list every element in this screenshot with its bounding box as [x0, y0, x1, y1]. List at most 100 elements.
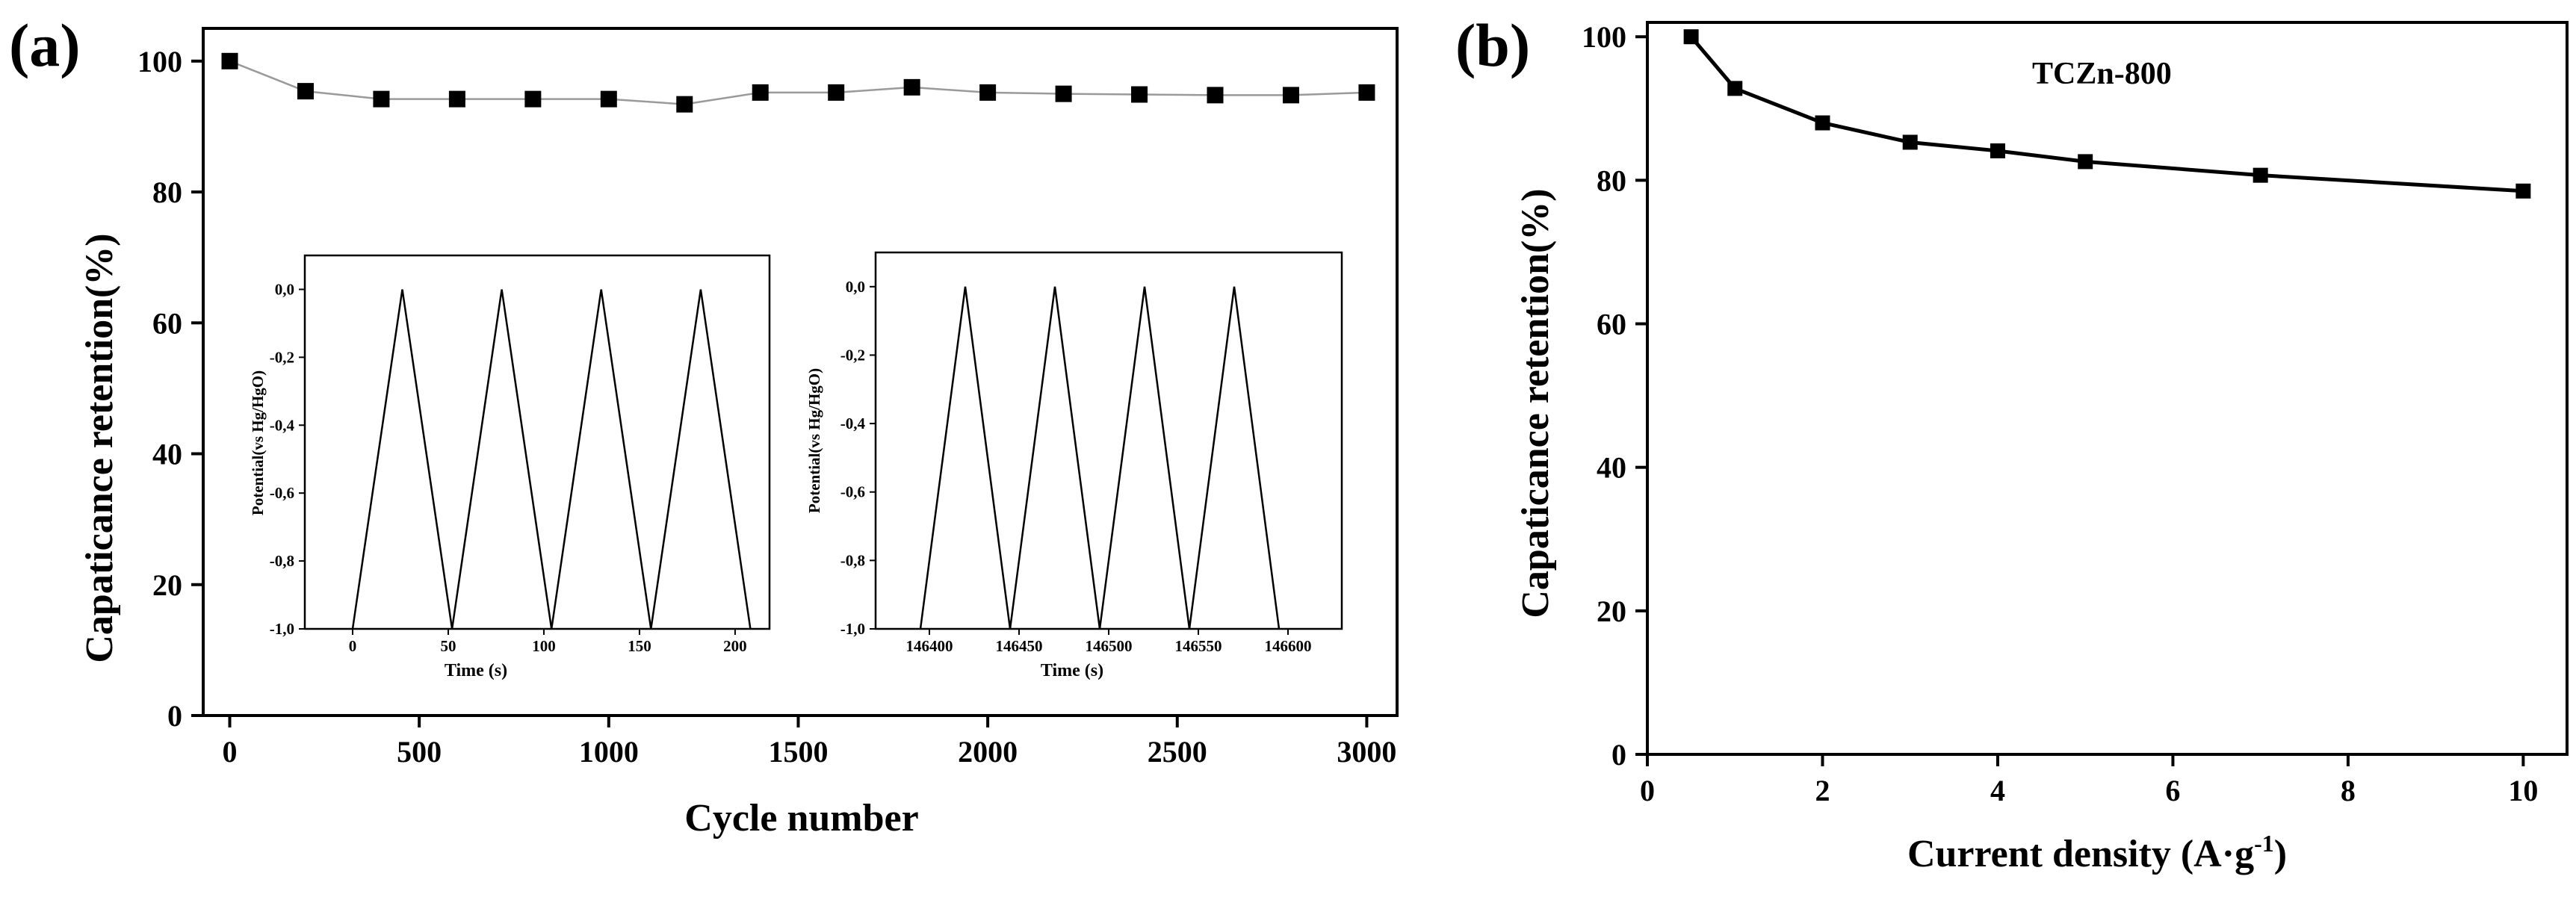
inset-2-xtick-label: 146450	[996, 637, 1043, 655]
panel-a-point	[1055, 85, 1072, 102]
panel-a-inset-2: Time (s) Potential(vs Hg/HgO) 146400 1464…	[805, 251, 1343, 680]
inset-2-ytick-label: -0,4	[840, 415, 866, 432]
panel-a-point	[1131, 86, 1148, 103]
inset-1-xtick-label: 150	[628, 637, 651, 655]
panel-a-axes	[202, 27, 1399, 717]
inset-2-ytick-label: -1,0	[840, 620, 865, 638]
panel-a-point	[221, 52, 238, 69]
panel-b-line	[1689, 35, 2524, 193]
panel-a-xtick-label: 500	[397, 735, 442, 769]
inset-2-xtick-label: 146500	[1086, 637, 1133, 655]
panel-a-xtick-label: 2500	[1148, 735, 1207, 769]
inset-2-ytick-label: -0,6	[840, 483, 865, 501]
panel-b-point	[1815, 115, 1830, 131]
inset-1-xtick-label: 0	[349, 637, 357, 655]
inset-1-xtick-label: 200	[723, 637, 747, 655]
inset-1-ytick-label: -1,0	[270, 620, 294, 638]
panel-a-frame	[202, 27, 1399, 717]
inset-2-xtick-label: 146550	[1175, 637, 1222, 655]
panel-b-xlabel-main: Current density (A·g	[1907, 833, 2254, 875]
inset-1-xtick-label: 100	[532, 637, 556, 655]
inset-2-xtick-label: 146600	[1265, 637, 1312, 655]
panel-a-point	[373, 90, 390, 108]
panel-b-ytick-label: 80	[1597, 164, 1626, 197]
panel-a: (a) Capaticance retention(%) Cycle numbe…	[9, 11, 1399, 840]
panel-b-ytick-label: 100	[1582, 20, 1626, 54]
panel-b-ytick-label: 20	[1597, 595, 1626, 628]
panel-b-axes	[1646, 21, 2569, 756]
panel-a-xtick-label: 1500	[768, 735, 828, 769]
inset-1-ytick-label: -0,2	[270, 348, 294, 366]
inset-1-xlabel: Time (s)	[445, 661, 507, 680]
panel-a-point	[1282, 87, 1299, 104]
panel-a-point	[1358, 84, 1375, 101]
panel-b-point	[1727, 81, 1743, 96]
panel-a-tag: (a)	[9, 11, 81, 79]
inset-2-line	[919, 286, 1281, 630]
panel-a-ytick-label: 20	[152, 568, 182, 602]
panel-b-xtick-label: 10	[2508, 774, 2538, 807]
panel-b: (b) Capaticance retention(%) Current den…	[1455, 11, 2569, 875]
panel-a-point	[448, 90, 465, 108]
panel-a-point	[979, 84, 997, 101]
inset-1-line	[351, 289, 752, 630]
panel-a-ytick-label: 80	[152, 176, 182, 209]
panel-b-ylabel: Capaticance retention(%)	[1514, 188, 1557, 618]
panel-b-ytick-label: 60	[1597, 308, 1626, 341]
panel-a-ytick-label: 100	[137, 45, 182, 78]
panel-b-ytick-label: 40	[1597, 451, 1626, 485]
inset-2-ytick-label: -0,8	[840, 551, 865, 569]
panel-a-point	[752, 84, 769, 101]
panel-b-point	[1902, 134, 1918, 150]
panel-a-point	[297, 83, 314, 100]
panel-b-frame	[1646, 21, 2569, 756]
inset-1-ytick-label: -0,6	[270, 484, 294, 502]
panel-a-inset-1: Time (s) Potential(vs Hg/HgO) 0 50 100 150 2…	[249, 254, 771, 680]
panel-a-xtick-label: 3000	[1337, 735, 1396, 769]
panel-a-point	[600, 90, 617, 108]
inset-1-ytick-label: -0,4	[270, 416, 295, 434]
panel-b-xtick-label: 8	[2341, 774, 2356, 807]
panel-b-xtick-label: 6	[2165, 774, 2180, 807]
panel-b-tag: (b)	[1455, 11, 1530, 79]
inset-2-xlabel: Time (s)	[1041, 661, 1103, 680]
inset-1-ylabel: Potential(vs Hg/HgO)	[249, 370, 267, 515]
panel-b-point	[2253, 167, 2268, 183]
panel-b-series	[1683, 29, 2531, 199]
panel-a-xtick-label: 0	[223, 735, 238, 769]
panel-a-line	[229, 60, 1367, 105]
panel-a-xlabel: Cycle number	[684, 797, 918, 840]
inset-1-ytick-label: 0,0	[275, 280, 294, 298]
panel-b-xtick-label: 0	[1640, 774, 1655, 807]
inset-1-ytick-label: -0,8	[270, 552, 294, 570]
inset-2-xtick-label: 146400	[906, 637, 953, 655]
inset-1-frame	[303, 254, 771, 630]
panel-a-ytick-label: 60	[152, 306, 182, 340]
panel-a-ytick-label: 40	[152, 438, 182, 471]
panel-a-series	[221, 52, 1375, 113]
panel-b-xtick-label: 2	[1815, 774, 1830, 807]
panel-b-annotation: TCZn-800	[2032, 57, 2172, 91]
panel-b-point	[2078, 154, 2093, 170]
panel-a-point	[676, 96, 693, 113]
inset-2-ytick-label: 0,0	[846, 278, 865, 296]
panel-a-xtick-label: 1000	[579, 735, 639, 769]
panel-a-point	[1207, 87, 1224, 104]
panel-b-point	[1990, 143, 2005, 158]
inset-1-xtick-label: 50	[440, 637, 456, 655]
inset-2-ylabel: Potential(vs Hg/HgO)	[805, 368, 823, 513]
panel-b-xlabel: Current density (A·g-1)	[1907, 830, 2287, 875]
panel-a-point	[524, 90, 542, 108]
panel-b-point	[2515, 183, 2531, 199]
panel-a-ytick-label: 0	[167, 699, 182, 733]
panel-b-ytick-label: 0	[1611, 738, 1626, 772]
inset-2-ytick-label: -0,2	[840, 346, 865, 364]
panel-a-point	[903, 78, 920, 96]
panel-a-ylabel: Capaticance retention(%)	[78, 233, 121, 662]
panel-a-xtick-label: 2000	[958, 735, 1018, 769]
panel-b-point	[1683, 29, 1699, 45]
panel-b-xlabel-sup: -1	[2254, 830, 2274, 857]
